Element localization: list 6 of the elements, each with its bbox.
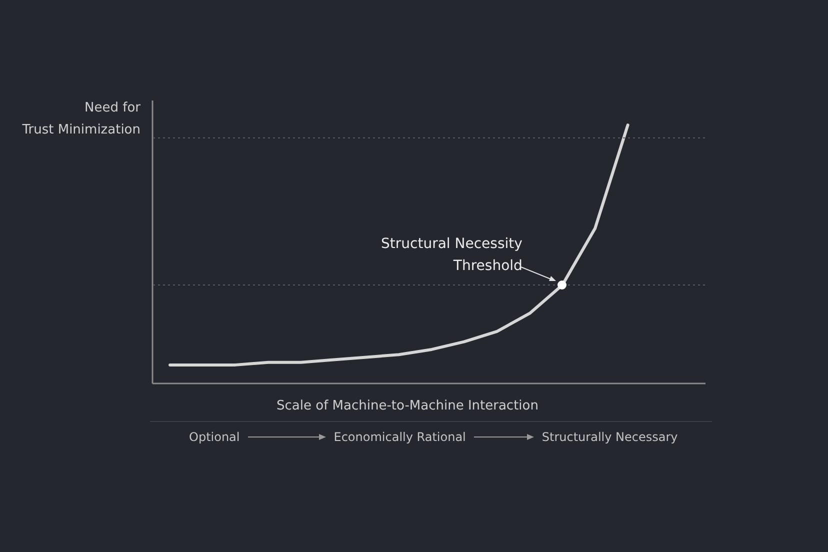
text: Structurally Necessary — [542, 430, 678, 444]
y-axis-title: Need for Trust Minimization — [21, 100, 142, 138]
annotation: Structural Necessity Threshold — [381, 236, 522, 274]
text: Economically Rational — [334, 430, 466, 444]
text: Optional — [189, 430, 240, 444]
x-axis-title: Scale of Machine-to-Machine Interaction — [276, 398, 538, 414]
